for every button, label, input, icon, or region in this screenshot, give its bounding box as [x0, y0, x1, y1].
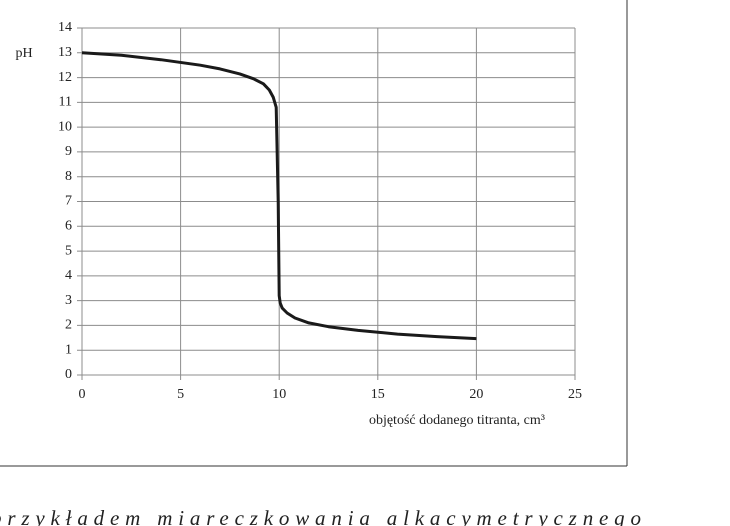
- y-tick-label: 2: [65, 318, 72, 333]
- y-tick-label: 11: [59, 95, 72, 110]
- x-tick-label: 5: [177, 387, 184, 402]
- y-tick-label: 4: [65, 268, 72, 283]
- x-tick-label: 15: [371, 387, 385, 402]
- x-tick-label: 10: [272, 387, 286, 402]
- y-tick-label: 9: [65, 144, 72, 159]
- data-line: [81, 51, 477, 341]
- y-tick-label: 0: [65, 367, 72, 382]
- y-tick-label: 7: [65, 194, 72, 209]
- x-tick-label: 20: [469, 387, 483, 402]
- y-tick-label: 5: [65, 243, 72, 258]
- y-tick-label: 14: [58, 20, 72, 35]
- x-tick-label: 25: [568, 387, 582, 402]
- y-axis-label: pH: [15, 46, 32, 61]
- y-tick-label: 10: [58, 119, 72, 134]
- y-tick-label: 12: [58, 70, 72, 85]
- footer-text: przykładem miareczkowania alkacymetryczn…: [0, 506, 641, 526]
- x-tick-label: 0: [79, 387, 86, 402]
- y-tick-label: 6: [65, 219, 72, 234]
- y-tick-label: 3: [65, 293, 72, 308]
- y-tick-label: 13: [58, 45, 72, 60]
- x-axis-label: objętość dodanego titranta, cm³: [369, 413, 545, 428]
- y-tick-label: 8: [65, 169, 72, 184]
- y-tick-label: 1: [65, 342, 72, 357]
